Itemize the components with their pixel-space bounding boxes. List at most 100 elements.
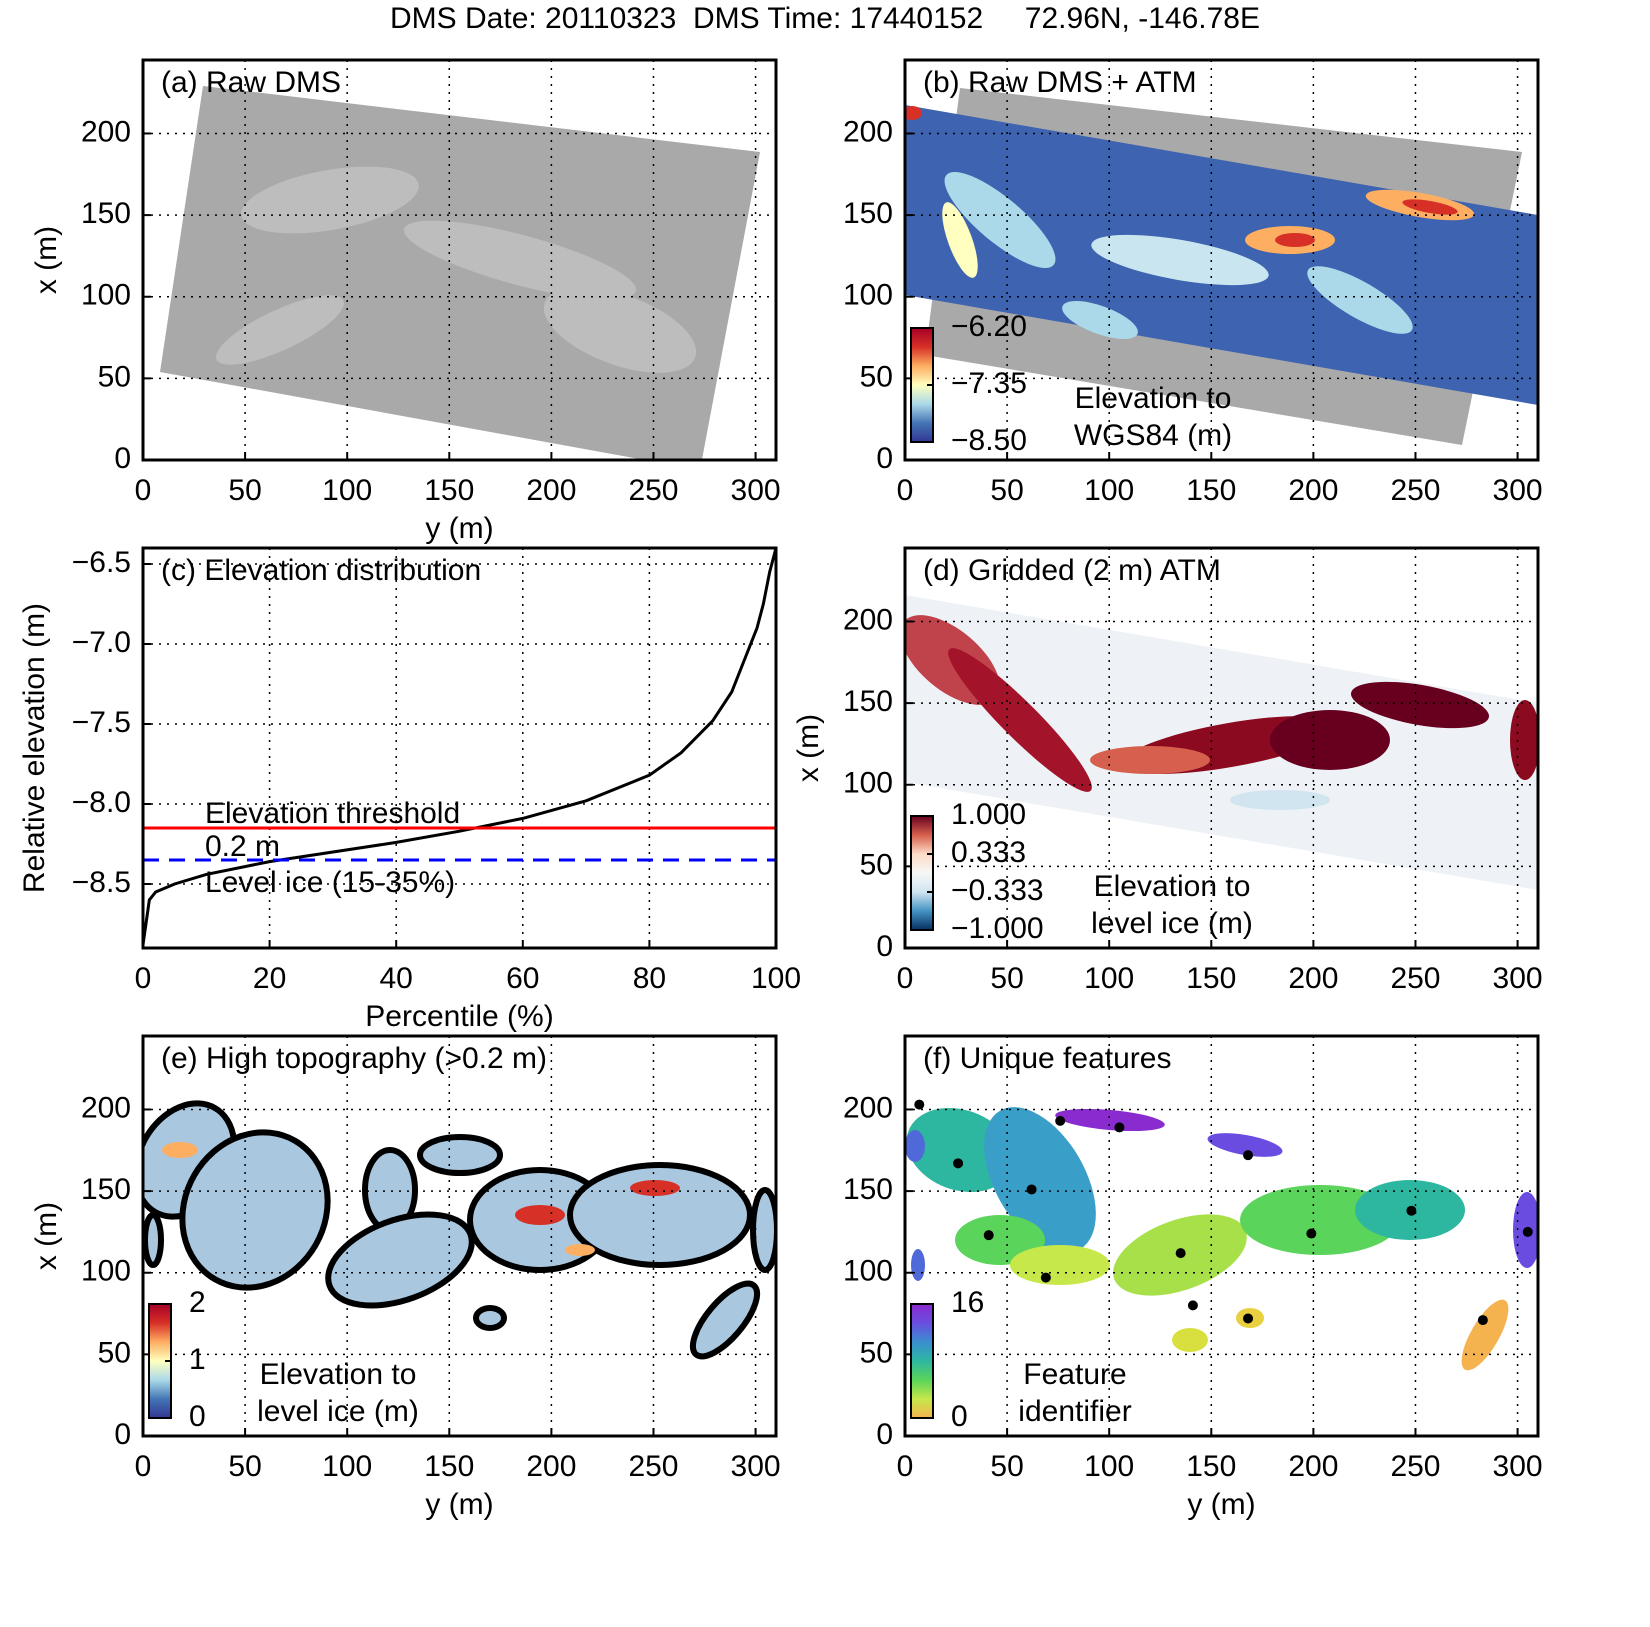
panel-title: (f) Unique features [923, 1042, 1171, 1075]
y-tick-label: 200 [81, 1091, 131, 1124]
x-tick-label: 200 [526, 1450, 576, 1483]
centroid [1040, 1272, 1051, 1283]
x-tick-label: 50 [990, 474, 1023, 507]
y-tick-label: 0 [876, 930, 893, 963]
colorbar-label: Feature [1023, 1358, 1126, 1391]
feature-region [911, 1249, 925, 1281]
colorbar-tick-label: 0 [951, 1400, 968, 1433]
colorbar-tick-label: 2 [189, 1286, 206, 1319]
feature-peak [565, 1244, 595, 1256]
x-axis-label: Percentile (%) [365, 1000, 553, 1033]
x-tick-label: 150 [1186, 474, 1236, 507]
feature-blob [179, 1129, 331, 1291]
centroid [914, 1099, 925, 1110]
y-axis-label: x (m) [30, 1202, 63, 1270]
atm-patch [905, 106, 922, 120]
x-tick-label: 250 [1390, 1450, 1440, 1483]
x-tick-label: 50 [228, 474, 261, 507]
colorbar-tick-label: 16 [951, 1286, 984, 1319]
y-tick-label: −7.0 [72, 626, 131, 659]
colorbar-label: Elevation to [1075, 382, 1232, 415]
y-tick-label: 150 [81, 197, 131, 230]
colorbar-tick-label: −8.50 [951, 424, 1027, 457]
x-tick-label: 50 [228, 1450, 261, 1483]
atm-patch [1062, 301, 1138, 339]
y-tick-label: 200 [843, 115, 893, 148]
feature-blob [325, 1211, 475, 1309]
x-tick-label: 100 [322, 474, 372, 507]
panel-title: (d) Gridded (2 m) ATM [923, 554, 1221, 587]
y-tick-label: 100 [843, 1255, 893, 1288]
feature-blob [567, 1162, 753, 1268]
atm-patch [944, 171, 1056, 269]
feature-region [1055, 1108, 1165, 1132]
grid-patch [1510, 700, 1538, 780]
y-axis-label: x (m) [30, 226, 63, 294]
x-tick-label: 250 [628, 1450, 678, 1483]
x-tick-label: 300 [1493, 1450, 1543, 1483]
centroid [1522, 1226, 1533, 1237]
y-tick-label: −6.5 [72, 546, 131, 579]
feature-blob [143, 1212, 164, 1268]
x-tick-label: 50 [990, 962, 1023, 995]
feature-region [1207, 1133, 1283, 1157]
x-tick-label: 0 [897, 962, 914, 995]
x-tick-label: 20 [253, 962, 286, 995]
axes-frame [903, 58, 1540, 462]
centroid [1187, 1300, 1198, 1311]
plot-area [905, 88, 1538, 445]
x-tick-label: 0 [135, 962, 152, 995]
grid-patch [948, 648, 1092, 792]
x-tick-label: 200 [1288, 1450, 1338, 1483]
axes-frame [141, 546, 778, 950]
centroid [1055, 1115, 1066, 1126]
y-tick-label: 50 [860, 1336, 893, 1369]
centroid [1114, 1122, 1125, 1133]
y-tick-label: 150 [843, 1173, 893, 1206]
x-tick-label: 0 [135, 474, 152, 507]
colorbar-label: level ice (m) [1091, 907, 1253, 940]
x-tick-label: 100 [751, 962, 801, 995]
atm-patch [942, 202, 978, 278]
colorbar [910, 1303, 934, 1419]
x-tick-label: 80 [633, 962, 666, 995]
x-tick-label: 100 [1084, 962, 1134, 995]
y-tick-label: 100 [81, 279, 131, 312]
feature-peak [515, 1205, 565, 1225]
x-axis-label: y (m) [425, 512, 493, 545]
y-axis-label: Relative elevation (m) [18, 603, 51, 893]
x-tick-label: 100 [1084, 474, 1134, 507]
feature-blob [473, 1305, 507, 1331]
feature-region [905, 1130, 925, 1162]
y-tick-label: 0 [876, 442, 893, 475]
colorbar-label: Elevation to [1094, 870, 1251, 903]
y-tick-label: −8.5 [72, 866, 131, 899]
centroid [1175, 1248, 1186, 1259]
feature-region [1461, 1299, 1509, 1371]
feature-peak [162, 1142, 198, 1158]
centroid [953, 1158, 964, 1169]
colorbar-tick-label: 1.000 [951, 798, 1026, 831]
grid-patch [1230, 790, 1330, 810]
y-tick-label: 100 [843, 767, 893, 800]
y-tick-label: 50 [860, 360, 893, 393]
feature-peak [630, 1180, 680, 1196]
x-tick-label: 250 [1390, 474, 1440, 507]
x-tick-label: 250 [628, 474, 678, 507]
x-tick-label: 50 [990, 1450, 1023, 1483]
y-tick-label: 150 [843, 685, 893, 718]
centroid [1243, 1313, 1254, 1324]
panel-title: (a) Raw DMS [161, 66, 341, 99]
x-axis-label: y (m) [1187, 1488, 1255, 1521]
colorbar-label: WGS84 (m) [1074, 419, 1232, 452]
annotation: Level ice (15-35%) [205, 866, 455, 899]
annotation: 0.2 m [205, 830, 280, 863]
grid-patch [1350, 681, 1490, 729]
x-tick-label: 200 [1288, 962, 1338, 995]
y-tick-label: 150 [843, 197, 893, 230]
dms-texture [403, 220, 637, 300]
plot-area [905, 1099, 1538, 1371]
y-tick-label: 100 [81, 1255, 131, 1288]
x-tick-label: 300 [731, 1450, 781, 1483]
panel-title: (c) Elevation distribution [161, 554, 481, 587]
